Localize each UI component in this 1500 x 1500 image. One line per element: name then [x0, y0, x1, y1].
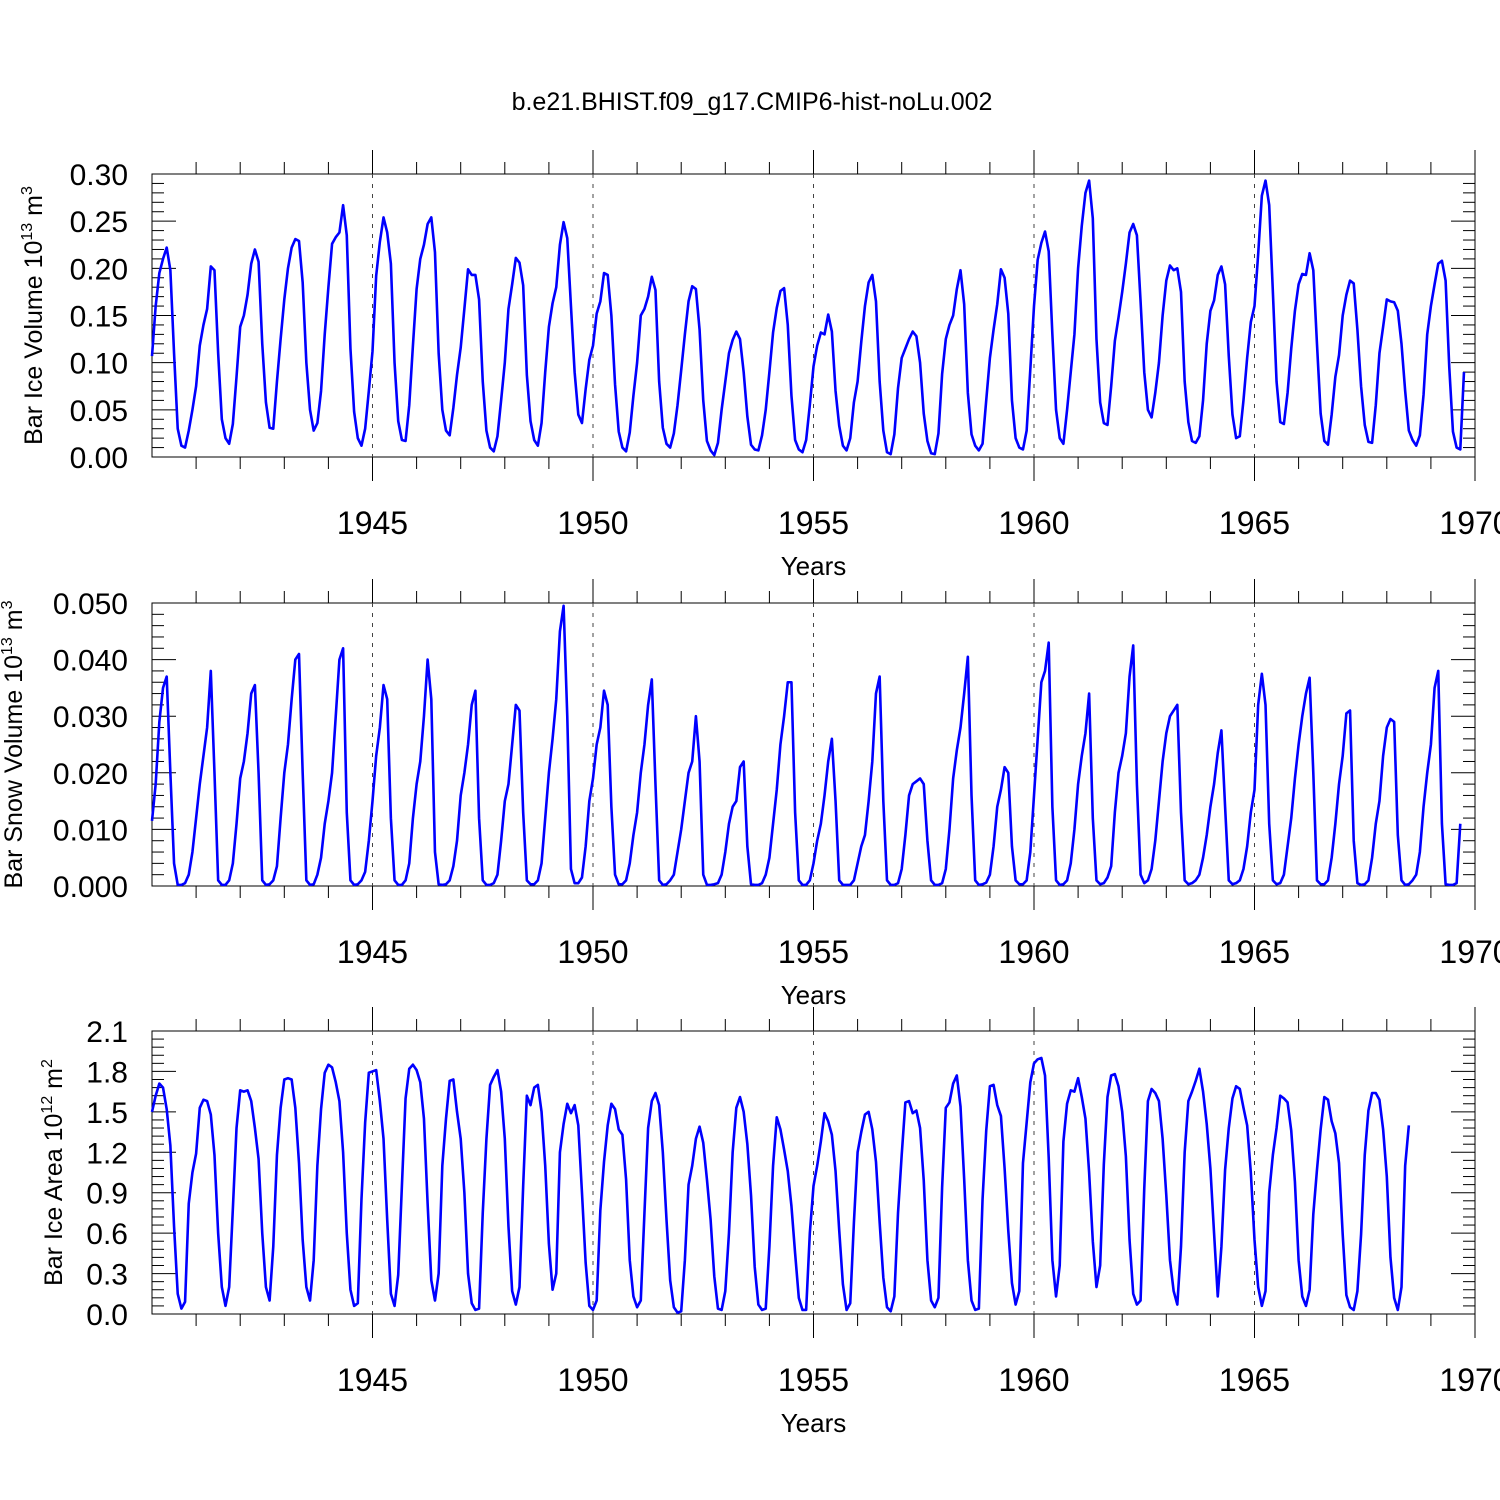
- y-tick-label: 0.3: [86, 1259, 128, 1292]
- y-tick-label: 0.030: [53, 701, 128, 734]
- panel-snow-volume: 1945 1950 1955 1960 1965 1970 Years 0.000 0.010 0…: [0, 579, 1500, 1010]
- y-tick-label: 0.9: [86, 1178, 128, 1211]
- y-tick-label: 1.8: [86, 1056, 128, 1089]
- panel-ice-area: 1945 1950 1955 1960 1965 1970 Years 0.0 0.3 0.6 0.…: [39, 1007, 1500, 1438]
- series-line-0: [150, 604, 1462, 887]
- y-tick-label: 0.010: [53, 814, 128, 847]
- series-line-0: [150, 1056, 1411, 1314]
- y-tick-label: 0.05: [70, 395, 128, 428]
- x-axis-label: Years: [781, 980, 847, 1010]
- x-tick-label: 1950: [557, 934, 628, 970]
- x-tick-label: 1965: [1219, 505, 1290, 541]
- y-tick-label: 0.15: [70, 301, 128, 334]
- x-tick-label: 1955: [778, 1362, 849, 1398]
- x-tick-label: 1960: [998, 934, 1069, 970]
- x-tick-label: 1965: [1219, 1362, 1290, 1398]
- y-axis-label: Bar Ice Volume 1013 m3: [19, 186, 48, 445]
- x-tick-label: 1965: [1219, 934, 1290, 970]
- y-tick-label: 0.6: [86, 1218, 128, 1251]
- x-tick-label: 1945: [337, 934, 408, 970]
- x-tick-label: 1970: [1439, 505, 1500, 541]
- panel-ice-volume: 1945 1950 1955 1960 1965 1970 Years 0.00 0.05 0.1…: [19, 150, 1500, 581]
- y-tick-label: 0.00: [70, 442, 128, 475]
- x-axis-label: Years: [781, 1408, 847, 1438]
- x-tick-label: 1960: [998, 1362, 1069, 1398]
- y-tick-label: 0.30: [70, 159, 128, 192]
- y-tick-label: 0.20: [70, 253, 128, 286]
- series-line-0: [150, 179, 1466, 457]
- y-tick-label: 0.040: [53, 645, 128, 678]
- y-axis-label: Bar Snow Volume 1013 m3: [0, 600, 28, 888]
- x-tick-label: 1950: [557, 1362, 628, 1398]
- x-tick-label: 1950: [557, 505, 628, 541]
- y-tick-label: 0.050: [53, 588, 128, 621]
- y-tick-label: 0.25: [70, 206, 128, 239]
- y-tick-label: 2.1: [86, 1016, 128, 1049]
- x-tick-label: 1945: [337, 1362, 408, 1398]
- y-tick-label: 0.10: [70, 348, 128, 381]
- y-axis-label: Bar Ice Area 1012 m2: [39, 1059, 68, 1286]
- y-tick-label: 0.0: [86, 1299, 128, 1332]
- y-tick-label: 1.5: [86, 1097, 128, 1130]
- x-tick-label: 1955: [778, 934, 849, 970]
- y-tick-label: 0.020: [53, 758, 128, 791]
- figure-title: b.e21.BHIST.f09_g17.CMIP6-hist-noLu.002: [512, 88, 993, 116]
- x-tick-label: 1970: [1439, 934, 1500, 970]
- x-axis-label: Years: [781, 551, 847, 581]
- x-tick-label: 1970: [1439, 1362, 1500, 1398]
- y-tick-label: 1.2: [86, 1137, 128, 1170]
- x-tick-label: 1955: [778, 505, 849, 541]
- y-tick-label: 0.000: [53, 871, 128, 904]
- x-tick-label: 1945: [337, 505, 408, 541]
- x-tick-label: 1960: [998, 505, 1069, 541]
